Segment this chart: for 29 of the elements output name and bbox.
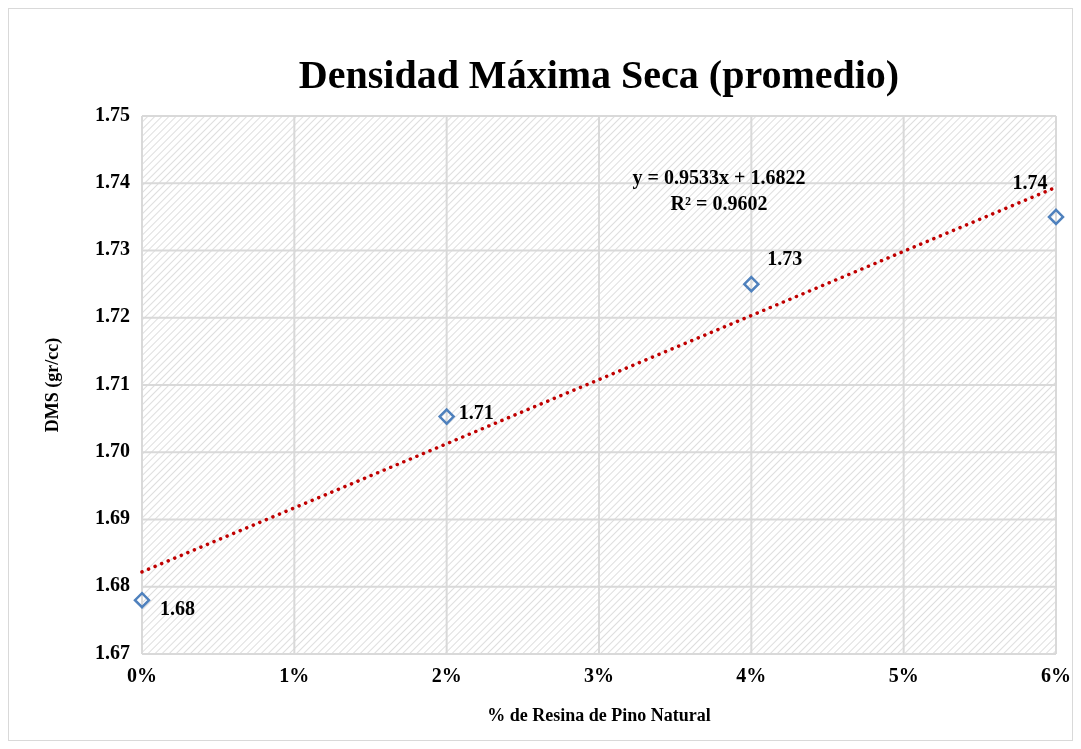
y-tick-label: 1.71: [95, 371, 130, 394]
data-label: 1.71: [458, 401, 494, 424]
x-tick-label: 1%: [279, 664, 310, 686]
annotation: y = 0.9533x + 1.6822: [632, 166, 806, 189]
data-label: 1.68: [160, 596, 195, 619]
y-tick-label: 1.68: [95, 573, 130, 596]
point: [133, 591, 151, 609]
x-tick-label: 0%: [127, 664, 157, 686]
annotation: R² = 0.9602: [670, 192, 768, 214]
point: [743, 275, 760, 293]
y-tick-label: 1.70: [95, 438, 130, 461]
y-tick-label: 1.67: [95, 640, 130, 663]
data-label: 1.73: [767, 246, 803, 269]
x-tick-label: 2%: [431, 664, 462, 686]
x-axis-title: % de Resina de Pino Natural: [487, 705, 711, 725]
point: [438, 408, 455, 425]
point: [1047, 208, 1065, 226]
x-tick-label: 5%: [888, 664, 919, 686]
chart-title: Densidad Máxima Seca (promedio): [298, 52, 900, 97]
y-tick-label: 1.75: [95, 102, 130, 125]
x-tick-label: 6%: [1041, 664, 1071, 686]
y-tick-label: 1.74: [95, 169, 130, 192]
y-tick-label: 1.73: [95, 237, 130, 260]
data-label: 1.74: [1012, 171, 1048, 194]
x-tick-label: 4%: [736, 664, 767, 686]
x-tick-label: 3%: [584, 664, 614, 686]
y-tick-label: 1.69: [95, 506, 130, 529]
y-tick-label: 1.72: [95, 304, 130, 327]
y-axis-title: DMS (gr/cc): [42, 337, 63, 433]
